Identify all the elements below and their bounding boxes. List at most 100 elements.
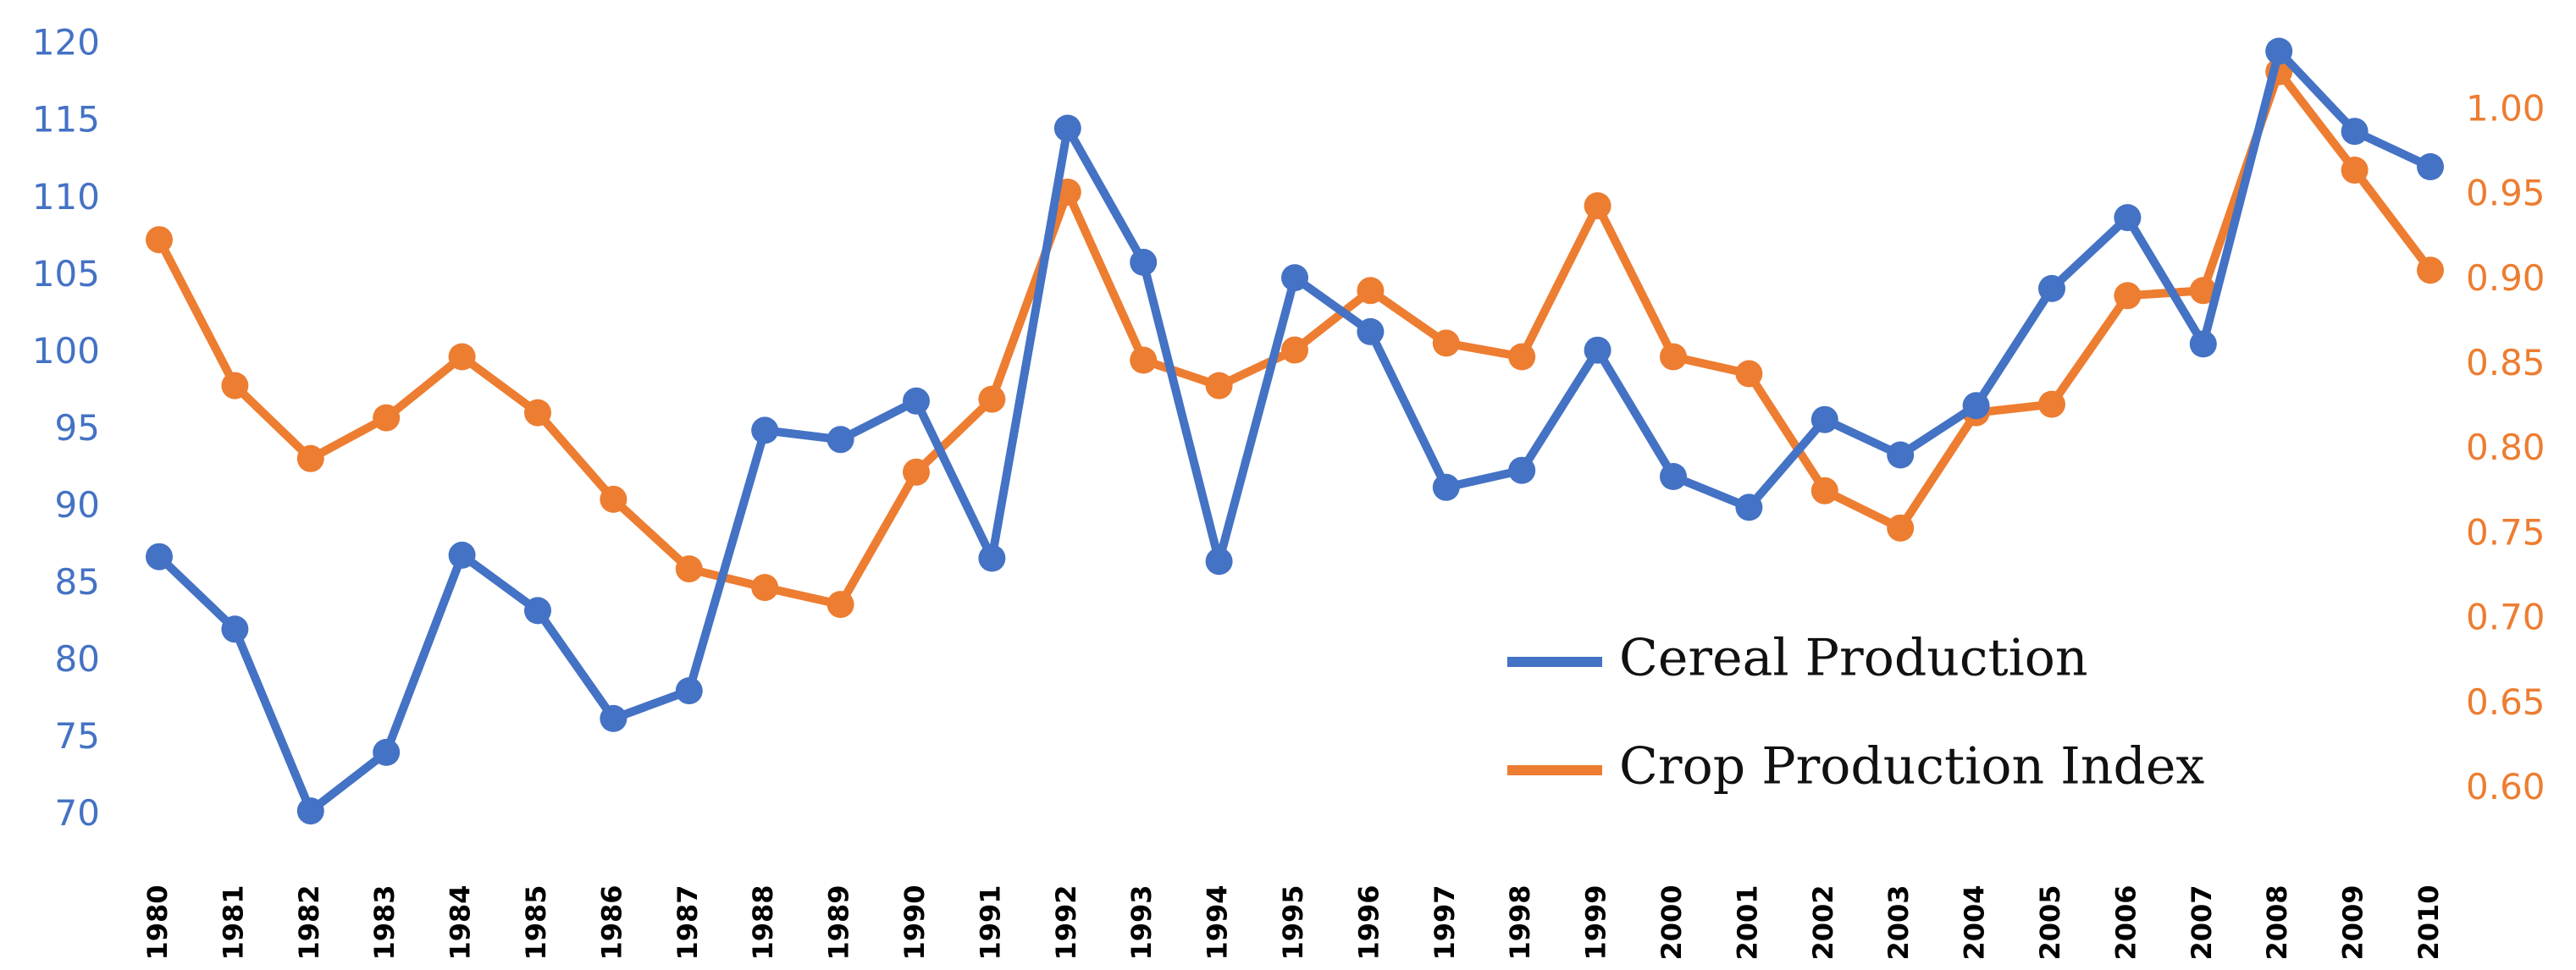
x-axis-tick-label: 1981 (217, 885, 249, 960)
x-axis-tick-label: 1991 (974, 885, 1006, 960)
crop-production-index-point (1357, 277, 1385, 305)
cereal-production-point (1810, 405, 1838, 433)
x-axis-tick-label: 1990 (898, 885, 931, 960)
crop-production-index-point (978, 385, 1006, 413)
crop-production-index-point (296, 444, 324, 472)
crop-production-index-point (826, 591, 854, 619)
cereal-production-point (1962, 392, 1990, 420)
x-axis-tick-label: 1996 (1352, 885, 1385, 960)
right-axis-tick-label: 0.70 (2466, 597, 2546, 638)
crop-production-index-point (1735, 360, 1763, 388)
right-axis-tick-label: 0.80 (2466, 427, 2546, 468)
right-axis-tick-label: 0.90 (2466, 257, 2546, 299)
legend: Cereal Production Crop Production Index (1507, 629, 2204, 796)
x-axis-tick-label: 1986 (595, 885, 627, 960)
cereal-production-point (1735, 493, 1763, 521)
right-axis-tick-label: 0.65 (2466, 681, 2546, 723)
cereal-production-point (600, 704, 627, 732)
crop-production-index-point (448, 343, 476, 371)
cereal-production-point (524, 597, 551, 625)
cereal-production-point (1887, 441, 1915, 469)
x-axis-tick-label: 2008 (2261, 885, 2293, 960)
right-axis-ticks: 0.60 0.65 0.70 0.75 0.80 0.85 0.90 0.95 1.00 (2466, 87, 2546, 807)
x-axis-tick-label: 1989 (823, 885, 855, 960)
crop-production-index-point (903, 458, 930, 486)
crop-production-index-point (2417, 256, 2444, 284)
left-axis-tick-label: 95 (55, 407, 100, 449)
cereal-production-point (146, 543, 173, 570)
crop-production-index-point (1130, 346, 1158, 374)
x-axis-tick-label: 1998 (1504, 885, 1536, 960)
left-axis-tick-label: 70 (55, 792, 100, 834)
cereal-production-point (1281, 264, 1308, 292)
cereal-production-point (221, 615, 249, 643)
cereal-production-point (2038, 274, 2065, 302)
cereal-production-point (903, 387, 930, 415)
x-axis-tick-label: 2005 (2034, 885, 2066, 960)
series-lines (146, 37, 2444, 825)
left-axis-tick-label: 100 (32, 330, 100, 372)
left-axis-tick-label: 110 (32, 176, 100, 218)
cereal-production-point (1432, 473, 1460, 501)
left-axis-ticks: 70 75 80 85 90 95 100 105 110 115 120 (32, 22, 100, 834)
crop-production-index-point (524, 399, 551, 427)
cereal-production-line (155, 47, 2435, 816)
cereal-production-point (675, 677, 703, 705)
x-axis-tick-label: 1987 (672, 885, 704, 960)
crop-production-index-point (2114, 282, 2142, 310)
x-axis-tick-label: 1992 (1050, 885, 1082, 960)
crop-production-index-point (2038, 390, 2065, 418)
cereal-production-point (448, 541, 476, 569)
x-axis-tick-label: 1984 (445, 885, 477, 960)
cereal-production-point (2341, 118, 2369, 146)
cereal-production-point (2265, 37, 2293, 65)
cereal-production-point (2417, 153, 2444, 180)
left-axis-tick-label: 105 (32, 253, 100, 295)
cereal-production-point (373, 738, 401, 766)
right-axis-tick-label: 0.60 (2466, 766, 2546, 807)
x-axis-tick-label: 1988 (747, 885, 779, 960)
crop-production-index-point (2341, 157, 2369, 184)
x-axis-tick-label: 1993 (1125, 885, 1158, 960)
cereal-production-point (1357, 317, 1385, 345)
left-axis-tick-label: 120 (32, 22, 100, 63)
x-axis-tick-label: 1982 (293, 885, 325, 960)
right-axis-tick-label: 0.95 (2466, 173, 2546, 214)
crop-production-index-point (1508, 343, 1536, 371)
x-axis-tick-label: 1985 (520, 885, 552, 960)
right-axis-tick-label: 1.00 (2466, 87, 2546, 129)
x-axis-tick-label: 2006 (2109, 885, 2142, 960)
crop-production-index-point (1432, 329, 1460, 357)
crop-production-index-point (373, 404, 401, 432)
crop-production-index-point (2189, 277, 2217, 305)
x-axis-tick-label: 2007 (2186, 885, 2218, 960)
crop-production-index-point (1810, 477, 1838, 504)
crop-production-index-point (1205, 372, 1233, 400)
crop-production-index-point (675, 555, 703, 583)
x-axis-tick-label: 2009 (2337, 885, 2369, 960)
left-axis-tick-label: 90 (55, 484, 100, 526)
crop-production-index-point (1281, 336, 1308, 364)
left-axis-tick-label: 75 (55, 715, 100, 757)
crop-production-index-point (1887, 514, 1915, 542)
left-axis-tick-label: 115 (32, 99, 100, 141)
cereal-production-point (1130, 248, 1158, 276)
cereal-production-point (2114, 204, 2142, 232)
cereal-production-point (826, 426, 854, 454)
x-axis-tick-label: 2004 (1959, 885, 1991, 960)
crop-production-index-point (1584, 192, 1611, 220)
x-axis-tick-label: 1994 (1202, 885, 1234, 960)
crop-production-index-point (600, 485, 627, 513)
x-axis-tick-label: 1980 (141, 885, 174, 960)
right-axis-tick-label: 0.85 (2466, 342, 2546, 383)
x-axis-tick-label: 2002 (1807, 885, 1839, 960)
crop-production-index-point (146, 226, 173, 254)
cereal-production-legend-label: Cereal Production (1619, 629, 2088, 688)
crop-production-index-point (751, 574, 779, 602)
left-axis-tick-label: 85 (55, 561, 100, 603)
x-axis-tick-label: 1983 (368, 885, 401, 960)
x-axis-tick-label: 2000 (1656, 885, 1688, 960)
crop-production-index-legend-label: Crop Production Index (1619, 737, 2204, 796)
